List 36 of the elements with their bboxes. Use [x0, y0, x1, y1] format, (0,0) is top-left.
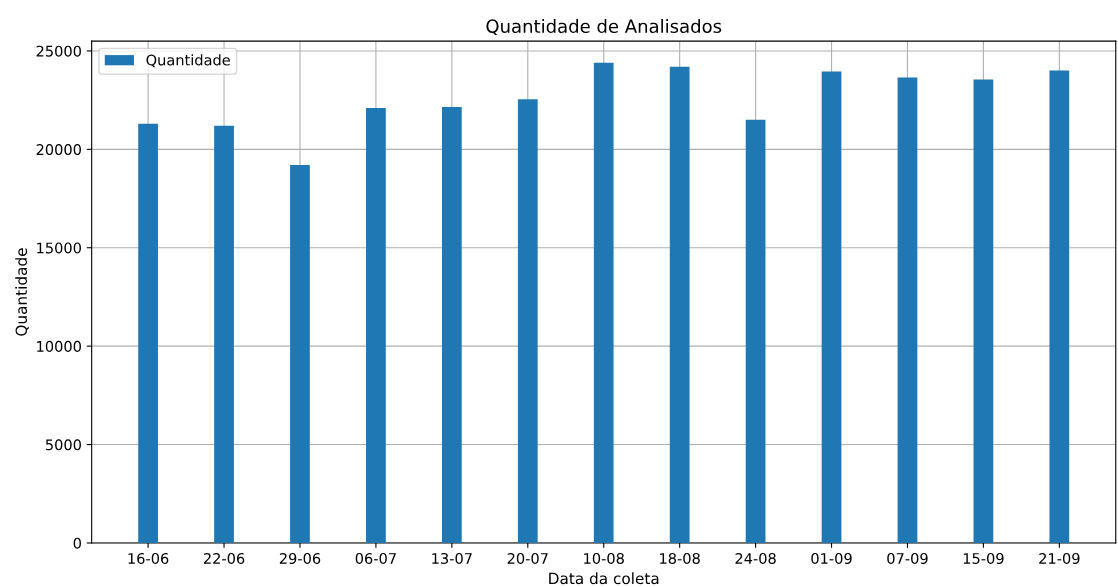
x-tick-label: 01-09 — [811, 552, 852, 564]
x-tick-label: 18-08 — [660, 552, 700, 564]
x-tick-label: 16-06 — [128, 552, 169, 564]
y-tick-label: 0 — [73, 537, 81, 549]
y-tick-label: 15000 — [37, 242, 81, 254]
x-tick-label: 22-06 — [203, 552, 245, 564]
bar — [441, 107, 462, 543]
bar — [1049, 70, 1070, 543]
legend-label: Quantidade — [146, 54, 230, 68]
y-tick-label: 5000 — [45, 439, 81, 451]
x-tick-label: 21-09 — [1039, 552, 1080, 564]
x-tick-label: 29-06 — [279, 552, 321, 564]
x-tick-label: 20-07 — [507, 552, 548, 564]
x-tick-label: 13-07 — [432, 552, 472, 564]
x-tick-label: 15-09 — [963, 552, 1004, 564]
chart-title: Quantidade de Analisados — [486, 19, 722, 36]
x-tick-label: 06-07 — [355, 552, 396, 564]
x-tick-label: 24-08 — [735, 552, 776, 564]
bar — [897, 77, 918, 543]
y-tick-label: 10000 — [37, 340, 81, 352]
x-axis-title: Data da coleta — [549, 572, 659, 585]
y-axis-title: Quantidade — [15, 248, 29, 336]
bar — [214, 125, 234, 543]
bar — [593, 62, 614, 543]
bar — [821, 71, 842, 543]
bar — [973, 79, 994, 543]
bar — [366, 108, 386, 543]
y-tick-label: 20000 — [36, 144, 81, 156]
bar — [669, 66, 690, 543]
bar — [290, 165, 310, 543]
x-tick-label: 10-08 — [584, 552, 624, 564]
x-tick-label: 07-09 — [887, 552, 928, 564]
bar — [138, 123, 158, 543]
bar — [517, 99, 538, 543]
y-tick-label: 25000 — [36, 45, 81, 57]
bar — [745, 119, 766, 543]
